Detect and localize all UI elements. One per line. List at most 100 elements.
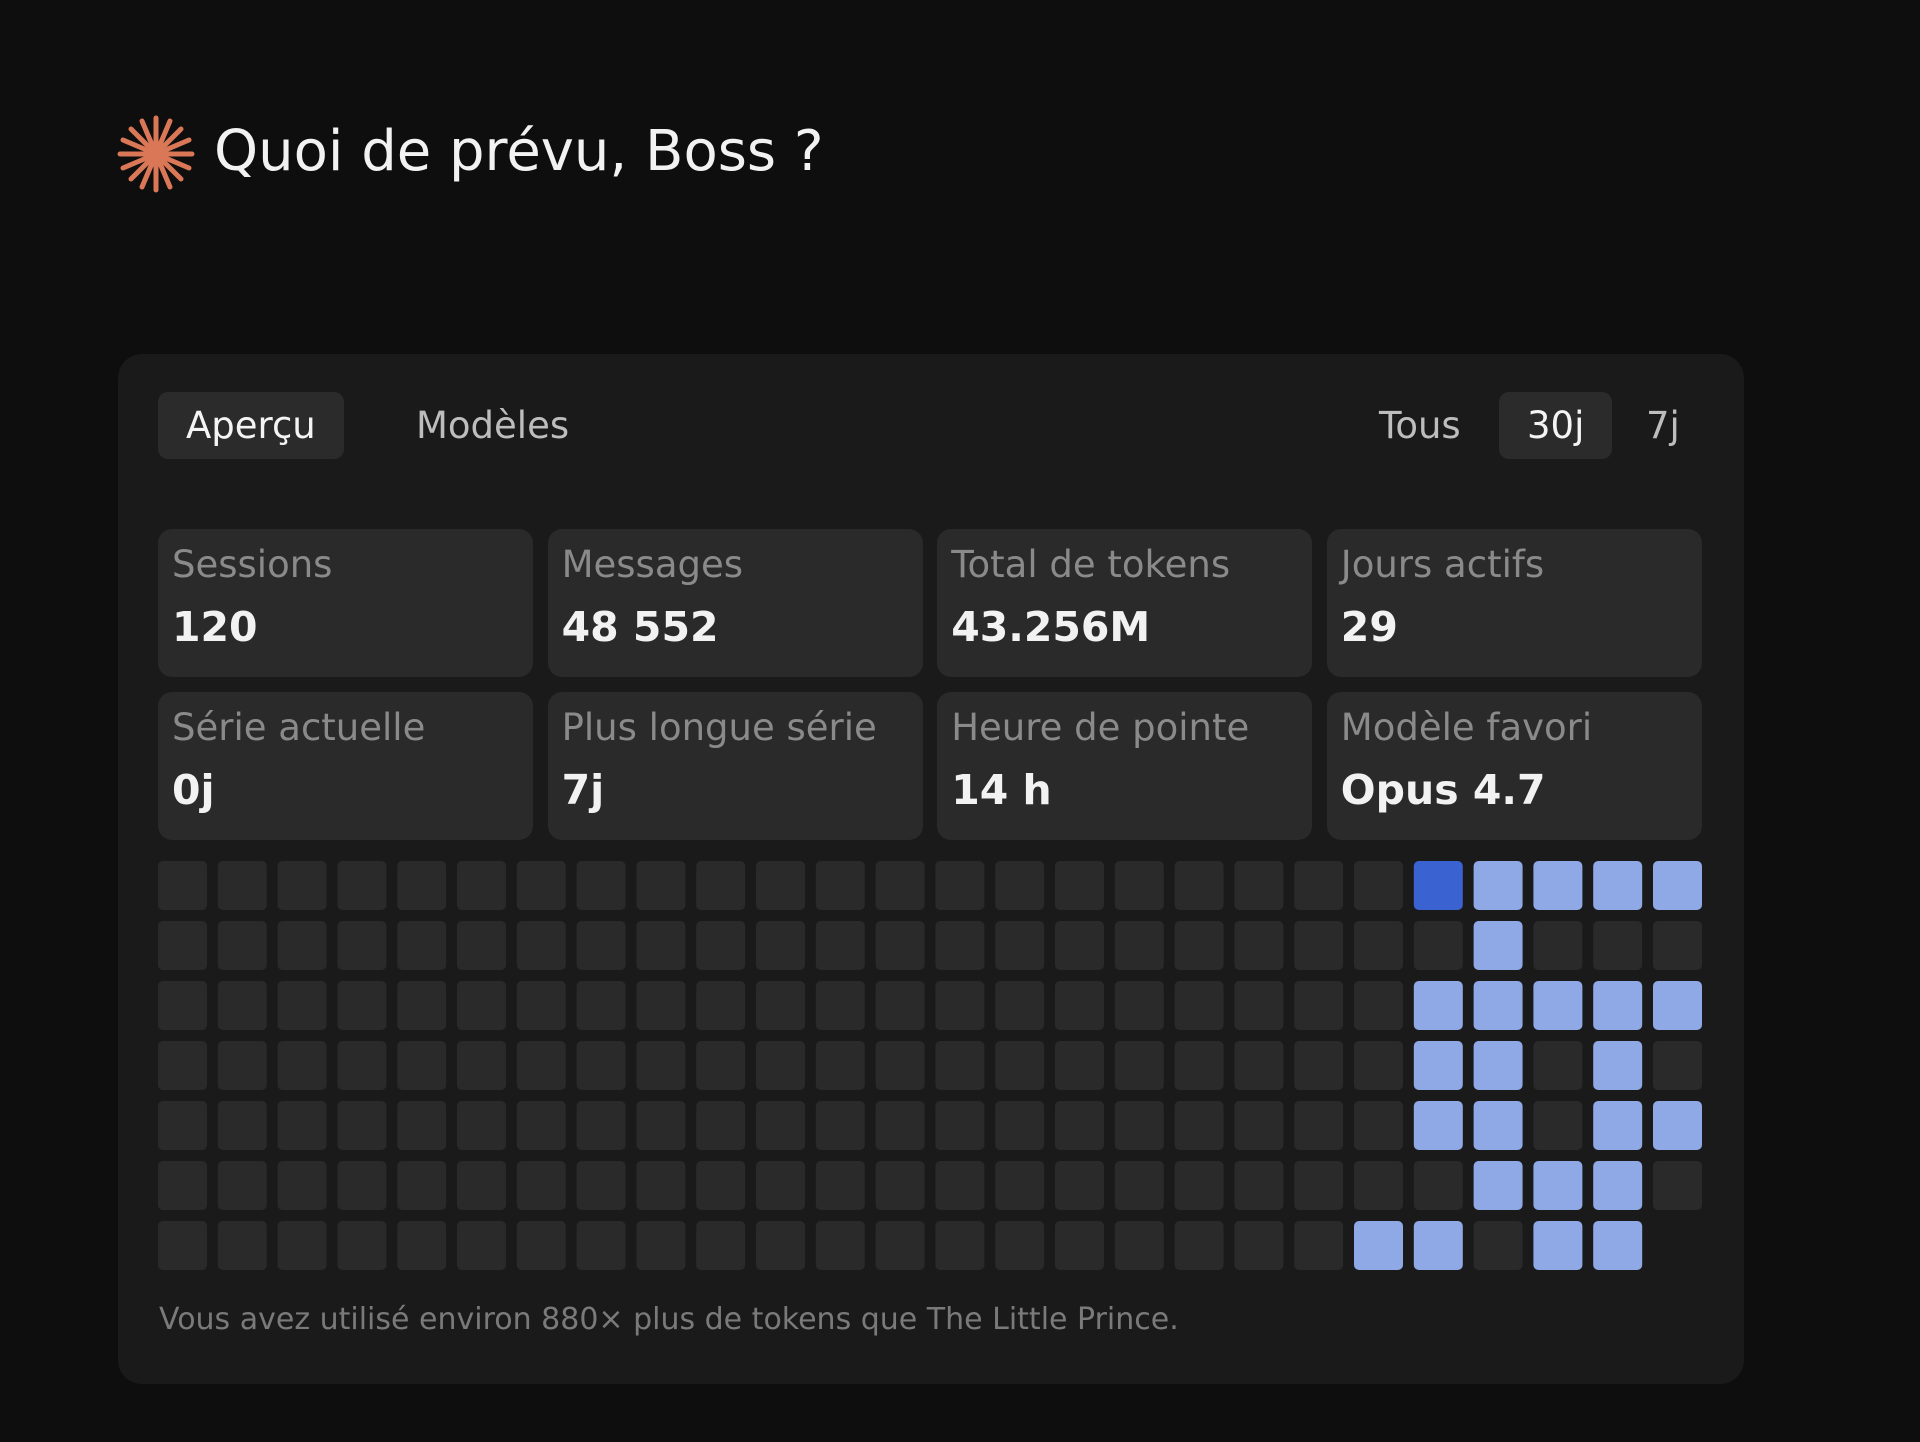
activity-cell <box>516 921 566 970</box>
activity-cell <box>1294 861 1344 910</box>
activity-cell <box>1174 981 1224 1030</box>
stat-value: 48 552 <box>561 603 719 651</box>
activity-cell <box>217 1041 267 1090</box>
activity-cell <box>935 1221 985 1270</box>
activity-cell <box>756 1041 805 1090</box>
activity-cell <box>696 1161 746 1210</box>
activity-cell <box>1473 1161 1523 1210</box>
activity-cell <box>1055 861 1104 910</box>
activity-cell <box>158 1161 207 1210</box>
activity-cell <box>875 981 925 1030</box>
activity-cell <box>815 1161 865 1210</box>
activity-cell <box>277 1041 327 1090</box>
activity-cell <box>516 861 566 910</box>
stat-label: Sessions <box>172 543 333 586</box>
range-button[interactable]: 30j <box>1499 392 1613 459</box>
activity-cell <box>1413 921 1463 970</box>
stat-label: Plus longue série <box>561 706 877 749</box>
activity-cell <box>1234 981 1284 1030</box>
activity-cell <box>875 1221 925 1270</box>
activity-cell <box>1354 1161 1403 1210</box>
activity-cell <box>995 1101 1045 1150</box>
activity-cell <box>337 921 387 970</box>
activity-cell <box>935 921 985 970</box>
activity-cell <box>1653 921 1702 970</box>
stat-value: 0j <box>172 766 215 814</box>
activity-cell <box>576 1101 626 1150</box>
activity-cell <box>337 1221 387 1270</box>
activity-cell <box>1593 1101 1643 1150</box>
activity-cell <box>875 1161 925 1210</box>
activity-cell <box>217 1161 267 1210</box>
activity-cell <box>995 1041 1045 1090</box>
tab[interactable]: Modèles <box>416 404 570 447</box>
stat-value: Opus 4.7 <box>1340 766 1546 814</box>
activity-cell <box>1653 1161 1702 1210</box>
activity-cell <box>1354 1101 1403 1150</box>
activity-cell <box>1174 921 1224 970</box>
activity-cell <box>1354 1221 1403 1270</box>
activity-cell <box>158 981 207 1030</box>
activity-cell <box>696 1101 746 1150</box>
stat-value: 7j <box>561 766 605 814</box>
activity-cell <box>1593 921 1643 970</box>
activity-cell <box>1413 981 1463 1030</box>
activity-cell <box>636 1041 686 1090</box>
activity-cell <box>1234 921 1284 970</box>
activity-cell <box>337 861 387 910</box>
activity-cell <box>1055 1161 1104 1210</box>
stat-tile: Messages 48 552 <box>547 529 923 677</box>
activity-cell <box>935 1041 985 1090</box>
activity-heatmap <box>158 861 1702 1270</box>
activity-cell <box>1533 1221 1583 1270</box>
activity-cell <box>636 981 686 1030</box>
activity-cell <box>1593 1161 1643 1210</box>
stat-label: Heure de pointe <box>951 706 1250 749</box>
activity-cell <box>1174 861 1224 910</box>
activity-cell <box>1354 861 1403 910</box>
activity-cell <box>397 1221 447 1270</box>
activity-cell <box>815 981 865 1030</box>
activity-cell <box>1114 1161 1164 1210</box>
activity-cell <box>1174 1221 1224 1270</box>
activity-cell <box>277 981 327 1030</box>
stat-label: Messages <box>561 543 744 586</box>
tab[interactable]: Aperçu <box>158 392 344 459</box>
activity-cell <box>875 861 925 910</box>
activity-cell <box>397 1101 447 1150</box>
activity-cell <box>217 921 267 970</box>
activity-cell <box>576 981 626 1030</box>
activity-cell <box>1354 921 1403 970</box>
activity-cell <box>1234 1221 1284 1270</box>
activity-cell <box>397 981 447 1030</box>
activity-cell <box>1593 981 1643 1030</box>
activity-cell <box>995 1161 1045 1210</box>
stat-value: 29 <box>1340 603 1398 651</box>
activity-cell <box>1114 921 1164 970</box>
activity-cell <box>457 981 506 1030</box>
activity-cell <box>337 981 387 1030</box>
range-button[interactable]: 7j <box>1646 404 1680 447</box>
range-button[interactable]: Tous <box>1379 404 1461 447</box>
activity-cell <box>1234 861 1284 910</box>
activity-cell <box>1593 861 1643 910</box>
activity-cell <box>277 1101 327 1150</box>
activity-cell <box>1473 861 1523 910</box>
stat-tile: Série actuelle 0j <box>158 692 533 840</box>
activity-cell <box>217 981 267 1030</box>
activity-cell <box>1055 1101 1104 1150</box>
stat-value: 14 h <box>951 766 1052 814</box>
stat-tile: Jours actifs 29 <box>1326 529 1702 677</box>
activity-cell <box>1533 1041 1583 1090</box>
stat-tile: Heure de pointe 14 h <box>937 692 1313 840</box>
activity-cell <box>1055 981 1104 1030</box>
activity-cell <box>576 861 626 910</box>
activity-cell <box>995 921 1045 970</box>
activity-cell <box>457 1101 506 1150</box>
activity-cell <box>576 1161 626 1210</box>
activity-cell <box>1174 1161 1224 1210</box>
activity-cell <box>1354 981 1403 1030</box>
stat-value: 43.256M <box>951 603 1151 651</box>
activity-cell <box>1413 1041 1463 1090</box>
stat-value: 120 <box>172 603 258 651</box>
